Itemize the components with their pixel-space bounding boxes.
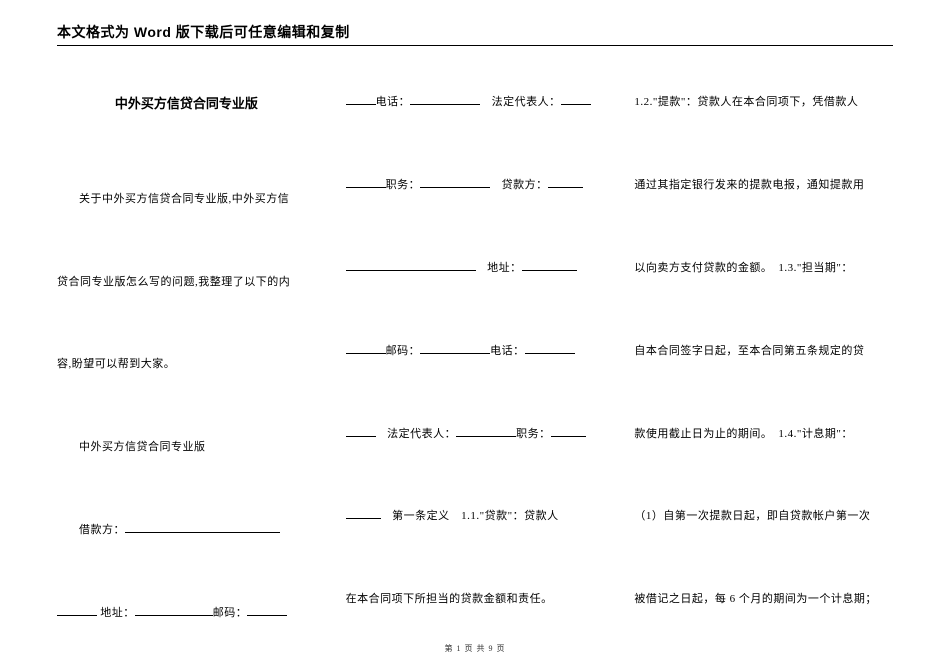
blank-c2-1a: [346, 94, 376, 105]
page-footer: 第 1 页 共 9 页: [0, 643, 950, 654]
c2-def-text: 第一条定义 1.1."贷款"：贷款人: [381, 510, 559, 522]
c1-zip-label: 邮码：: [213, 607, 248, 619]
c3-line-3: 以向卖方支付贷款的金额。 1.3."担当期"：: [634, 258, 893, 279]
c3-line-6: （1）自第一次提款日起，即自贷款帐户第一次: [634, 506, 893, 527]
c1-line-6: 地址： 邮码：: [57, 603, 316, 624]
c2-line-6: 第一条定义 1.1."贷款"：贷款人: [346, 506, 605, 527]
c2-legal2-label: 法定代表人：: [387, 428, 456, 440]
column-2: 电话： 法定代表人： 职务： 贷款方： 地址： 邮码： 电话： 法定代表人： 职务：…: [346, 72, 605, 622]
c2-line-5: 法定代表人： 职务：: [346, 424, 605, 445]
blank-c2-3a: [346, 260, 476, 271]
c2-addr2-label: 地址：: [487, 262, 522, 274]
c1-borrower-label: 借款方：: [79, 524, 125, 536]
blank-addr2: [522, 260, 577, 271]
c3-line-7: 被借记之日起，每 6 个月的期间为一个计息期；: [634, 589, 893, 610]
c2-line-1: 电话： 法定代表人：: [346, 92, 605, 113]
blank-zip2: [420, 343, 490, 354]
c2-phone2-label: 电话：: [490, 345, 525, 357]
blank-c2-5a: [346, 426, 376, 437]
blank-prefix-1: [57, 605, 97, 616]
blank-lender: [548, 177, 583, 188]
blank-legal: [561, 94, 591, 105]
document-body: 中外买方信贷合同专业版 关于中外买方信贷合同专业版,中外买方信 贷合同专业版怎么…: [57, 72, 893, 622]
c1-line-5: 借款方：: [57, 520, 316, 541]
blank-borrower: [125, 522, 280, 533]
header-text: 本文格式为 Word 版下载后可任意编辑和复制: [57, 24, 350, 40]
blank-c2-6a: [346, 508, 381, 519]
c3-line-5: 款使用截止日为止的期间。 1.4."计息期"：: [634, 424, 893, 445]
c2-job2-label: 职务：: [516, 428, 551, 440]
column-1: 中外买方信贷合同专业版 关于中外买方信贷合同专业版,中外买方信 贷合同专业版怎么…: [57, 72, 316, 622]
c3-line-1: 1.2."提款"：贷款人在本合同项下，凭借款人: [634, 92, 893, 113]
blank-c2-4a: [346, 343, 386, 354]
c2-phone-label: 电话：: [376, 96, 411, 108]
c2-line-7: 在本合同项下所担当的贷款金额和责任。: [346, 589, 605, 610]
doc-title: 中外买方信贷合同专业版: [57, 92, 316, 117]
c2-legal-label: 法定代表人：: [492, 96, 561, 108]
c3-line-2: 通过其指定银行发来的提款电报，通知提款用: [634, 175, 893, 196]
c3-line-4: 自本合同签字日起，至本合同第五条规定的贷: [634, 341, 893, 362]
c2-zip2-label: 邮码：: [386, 345, 421, 357]
c2-line-2: 职务： 贷款方：: [346, 175, 605, 196]
column-3: 1.2."提款"：贷款人在本合同项下，凭借款人 通过其指定银行发来的提款电报，通…: [634, 72, 893, 622]
blank-job: [420, 177, 490, 188]
c1-line-1: 关于中外买方信贷合同专业版,中外买方信: [57, 189, 316, 210]
c2-line-4: 邮码： 电话：: [346, 341, 605, 362]
blank-job2: [551, 426, 586, 437]
c2-job-label: 职务：: [386, 179, 421, 191]
blank-phone: [410, 94, 480, 105]
blank-zip: [247, 605, 287, 616]
c1-line-2: 贷合同专业版怎么写的问题,我整理了以下的内: [57, 272, 316, 293]
blank-phone2: [525, 343, 575, 354]
c1-address-label: 地址：: [100, 607, 135, 619]
blank-address: [135, 605, 213, 616]
c1-line-3: 容,盼望可以帮到大家。: [57, 354, 316, 375]
blank-legal2: [456, 426, 516, 437]
c1-line-4: 中外买方信贷合同专业版: [57, 437, 316, 458]
blank-c2-2a: [346, 177, 386, 188]
c2-line-3: 地址：: [346, 258, 605, 279]
page-header: 本文格式为 Word 版下载后可任意编辑和复制: [57, 22, 893, 46]
c2-lender-label: 贷款方：: [502, 179, 548, 191]
